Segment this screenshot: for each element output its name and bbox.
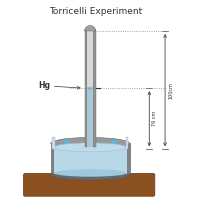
Ellipse shape — [54, 143, 127, 152]
Text: Torricelli Experiment: Torricelli Experiment — [49, 7, 143, 16]
Ellipse shape — [51, 137, 130, 149]
Ellipse shape — [87, 87, 93, 89]
Wedge shape — [85, 26, 96, 31]
Bar — [126, 137, 128, 149]
Ellipse shape — [51, 170, 130, 180]
Bar — [93, 31, 96, 147]
Bar — [85, 31, 87, 147]
Bar — [52, 137, 55, 149]
Text: 76 cm: 76 cm — [152, 111, 157, 126]
Bar — [54, 147, 127, 174]
Text: 100cm: 100cm — [168, 82, 173, 99]
Ellipse shape — [54, 169, 127, 177]
Bar — [87, 88, 93, 147]
Bar — [87, 31, 93, 88]
FancyBboxPatch shape — [23, 173, 155, 196]
Text: Hg: Hg — [39, 81, 51, 90]
Bar — [51, 143, 130, 175]
